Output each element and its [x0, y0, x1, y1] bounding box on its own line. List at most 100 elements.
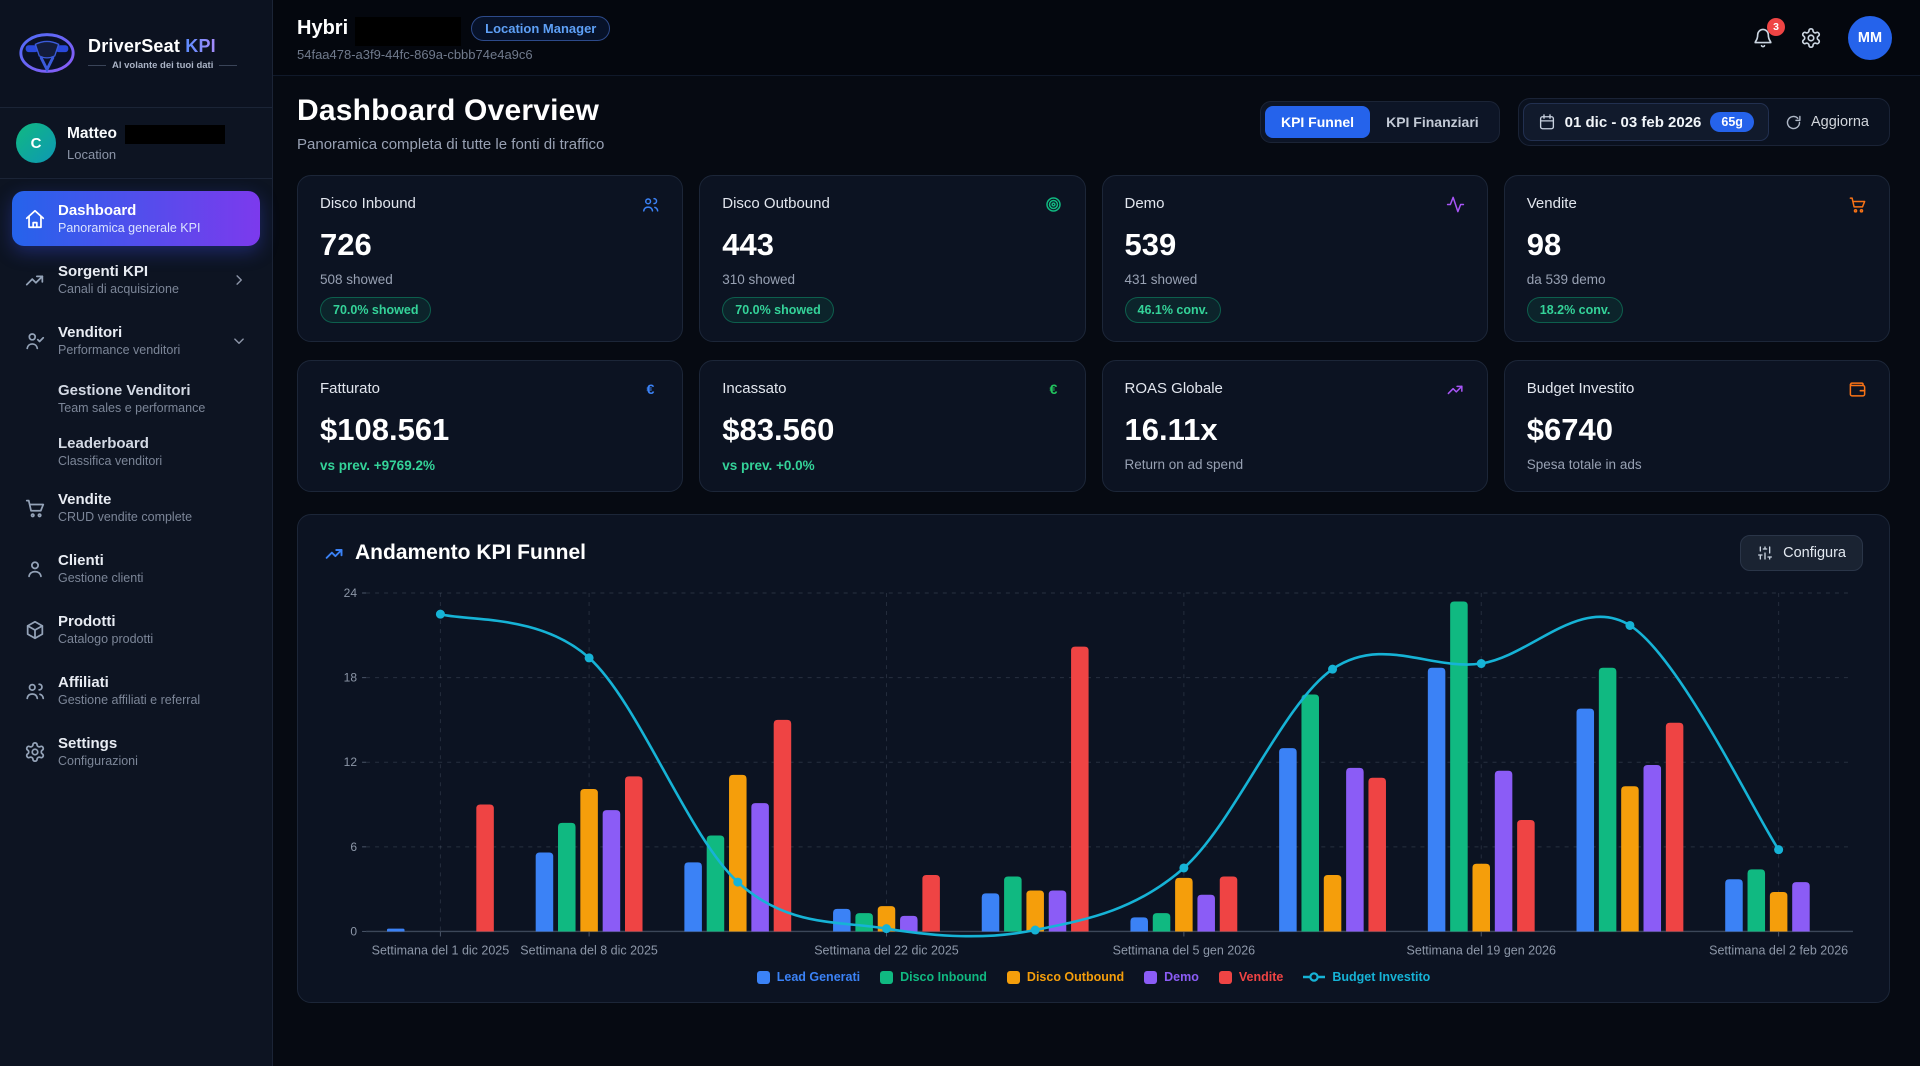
legend-item-budget-investito[interactable]: Budget Investito — [1303, 970, 1430, 984]
date-range-picker[interactable]: 01 dic - 03 feb 2026 65g — [1522, 103, 1769, 141]
tab-kpi-finanziari[interactable]: KPI Finanziari — [1386, 114, 1479, 130]
legend-item-demo[interactable]: Demo — [1144, 970, 1199, 984]
bar-disco-outbound-w8[interactable] — [1472, 863, 1491, 932]
bar-disco-inbound-w4[interactable] — [855, 913, 873, 932]
sidebar-item-vendite[interactable]: Vendite CRUD vendite complete — [12, 480, 260, 535]
sidebar-item-settings[interactable]: Settings Configurazioni — [12, 724, 260, 779]
bar-disco-inbound-w3[interactable] — [706, 835, 725, 932]
sidebar-item-venditori[interactable]: Venditori Performance venditori — [12, 313, 260, 368]
line-point-w10[interactable] — [1774, 845, 1784, 855]
tab-kpi-funnel[interactable]: KPI Funnel — [1264, 106, 1371, 138]
line-point-w7[interactable] — [1328, 664, 1338, 674]
sidebar-item-sublabel: Performance venditori — [58, 343, 181, 357]
settings-button[interactable] — [1800, 27, 1822, 49]
bar-lead-generati-w3[interactable] — [684, 862, 702, 932]
bar-disco-outbound-w9[interactable] — [1621, 786, 1639, 932]
bar-demo-w4[interactable] — [900, 915, 918, 932]
bar-demo-w10[interactable] — [1792, 882, 1810, 932]
bar-disco-outbound-w5[interactable] — [1026, 890, 1044, 932]
bar-disco-outbound-w6[interactable] — [1175, 877, 1193, 932]
sidebar-item-sorgenti-kpi[interactable]: Sorgenti KPI Canali di acquisizione — [12, 252, 260, 307]
bar-lead-generati-w8[interactable] — [1427, 667, 1446, 932]
kpi-card-value: 443 — [722, 227, 774, 262]
bar-disco-inbound-w8[interactable] — [1450, 601, 1468, 932]
line-point-w6[interactable] — [1179, 863, 1189, 873]
line-point-w8[interactable] — [1476, 659, 1486, 669]
bar-demo-w6[interactable] — [1197, 894, 1215, 932]
page-title: Dashboard Overview — [297, 94, 600, 127]
bar-vendite-w7[interactable] — [1368, 777, 1386, 932]
bar-vendite-w9[interactable] — [1665, 722, 1684, 932]
bar-disco-outbound-w7[interactable] — [1323, 875, 1342, 932]
bar-disco-outbound-w10[interactable] — [1769, 891, 1788, 932]
configure-button[interactable]: Configura — [1740, 535, 1863, 571]
sidebar-item-affiliati[interactable]: Affiliati Gestione affiliati e referral — [12, 663, 260, 718]
bar-vendite-w1[interactable] — [476, 804, 494, 932]
bar-disco-outbound-w3[interactable] — [729, 774, 747, 932]
user-panel[interactable]: C Matteo Location — [0, 108, 272, 179]
bar-lead-generati-w2[interactable] — [535, 852, 554, 932]
kpi-card-vendite[interactable]: Vendite 98 da 539 demo 18.2% conv. — [1503, 175, 1890, 342]
line-point-w4[interactable] — [881, 924, 891, 934]
profile-avatar[interactable]: MM — [1848, 15, 1892, 60]
sidebar-nav: Dashboard Panoramica generale KPI Sorgen… — [0, 179, 272, 797]
kpi-card-demo[interactable]: Demo 539 431 showed 46.1% conv. — [1101, 175, 1488, 342]
bar-demo-w5[interactable] — [1048, 890, 1067, 932]
kpi-card-roas-globale[interactable]: ROAS Globale 16.11x Return on ad spend — [1101, 360, 1488, 492]
line-point-w1[interactable] — [435, 609, 445, 619]
bar-disco-inbound-w5[interactable] — [1004, 876, 1022, 932]
bar-disco-inbound-w10[interactable] — [1747, 869, 1766, 932]
user-role: Location — [67, 146, 117, 162]
bar-lead-generati-w4[interactable] — [833, 908, 851, 932]
bar-demo-w7[interactable] — [1346, 767, 1364, 932]
bar-vendite-w4[interactable] — [922, 875, 940, 932]
bar-demo-w2[interactable] — [602, 810, 621, 932]
line-point-w3[interactable] — [733, 877, 743, 887]
sidebar-item-sublabel: CRUD vendite complete — [58, 510, 193, 524]
sidebar-item-leaderboard[interactable]: Leaderboard Classifica venditori — [12, 427, 260, 476]
kpi-card-budget-investito[interactable]: Budget Investito $6740 Spesa totale in a… — [1503, 360, 1890, 492]
sidebar-item-clienti[interactable]: Clienti Gestione clienti — [12, 541, 260, 596]
bar-disco-outbound-w4[interactable] — [877, 906, 896, 932]
kpi-card-subtext: Spesa totale in ads — [1526, 457, 1642, 472]
bar-disco-inbound-w6[interactable] — [1152, 913, 1171, 932]
bar-vendite-w8[interactable] — [1517, 820, 1535, 932]
kpi-card-incassato[interactable]: Incassato € $83.560 vs prev. +0.0% — [699, 360, 1086, 492]
kpi-card-disco-inbound[interactable]: Disco Inbound 726 508 showed 70.0% showe… — [297, 175, 684, 342]
legend-item-vendite[interactable]: Vendite — [1218, 970, 1283, 984]
kpi-card-fatturato[interactable]: Fatturato € $108.561 vs prev. +9769.2% — [297, 360, 684, 492]
bar-demo-w3[interactable] — [751, 803, 769, 932]
sidebar-item-sublabel: Canali di acquisizione — [58, 282, 179, 296]
bar-vendite-w2[interactable] — [625, 776, 643, 932]
bar-disco-inbound-w2[interactable] — [558, 822, 576, 932]
notifications-button[interactable]: 3 — [1752, 17, 1785, 49]
line-point-w2[interactable] — [584, 653, 594, 663]
line-point-w5[interactable] — [1030, 925, 1040, 935]
bar-lead-generati-w10[interactable] — [1725, 879, 1743, 932]
bar-demo-w9[interactable] — [1643, 765, 1662, 932]
legend-item-disco-outbound[interactable]: Disco Outbound — [1006, 970, 1124, 984]
bar-vendite-w6[interactable] — [1219, 876, 1238, 932]
bar-disco-inbound-w9[interactable] — [1598, 667, 1617, 932]
bar-lead-generati-w7[interactable] — [1279, 748, 1297, 932]
location-manager-badge: Location Manager — [471, 15, 611, 41]
legend-item-disco-inbound[interactable]: Disco Inbound — [880, 970, 987, 984]
bar-lead-generati-w9[interactable] — [1576, 708, 1595, 932]
sidebar-item-gestione-venditori[interactable]: Gestione Venditori Team sales e performa… — [12, 374, 260, 423]
legend-item-lead-generati[interactable]: Lead Generati — [756, 970, 860, 984]
euro-icon: € — [1049, 382, 1057, 398]
bar-lead-generati-w1[interactable] — [386, 928, 405, 932]
bar-vendite-w5[interactable] — [1071, 646, 1089, 932]
sidebar-item-dashboard[interactable]: Dashboard Panoramica generale KPI — [12, 191, 260, 246]
bar-disco-outbound-w2[interactable] — [580, 789, 598, 932]
bar-disco-inbound-w7[interactable] — [1301, 694, 1319, 932]
kpi-funnel-chart-card: Andamento KPI Funnel Configura 0 6 12 18 24 S… — [297, 514, 1890, 1004]
line-point-w9[interactable] — [1625, 620, 1635, 630]
bar-lead-generati-w5[interactable] — [981, 893, 1000, 932]
bar-vendite-w3[interactable] — [773, 719, 792, 932]
refresh-button[interactable]: Aggiorna — [1769, 106, 1885, 139]
bar-demo-w8[interactable] — [1494, 770, 1513, 932]
bar-lead-generati-w6[interactable] — [1130, 917, 1148, 932]
sidebar-item-prodotti[interactable]: Prodotti Catalogo prodotti — [12, 602, 260, 657]
kpi-card-disco-outbound[interactable]: Disco Outbound 443 310 showed 70.0% show… — [699, 175, 1086, 342]
